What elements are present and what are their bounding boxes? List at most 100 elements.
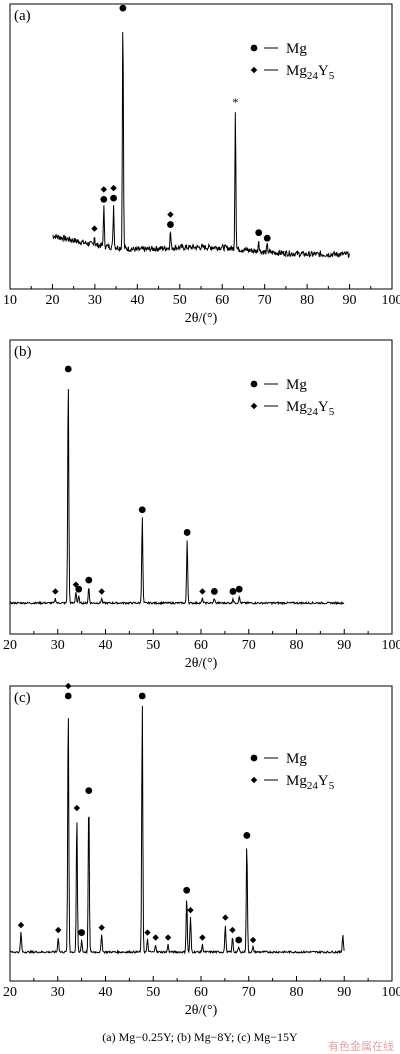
legend-entry: Mg24Y5 — [250, 773, 335, 792]
watermark: 有色金属在线 — [328, 1040, 394, 1053]
mg24y5-peak-marker — [152, 934, 159, 941]
mg-peak-marker — [243, 832, 251, 839]
mg-peak-marker — [75, 585, 83, 593]
mg24y5-peak-marker — [110, 184, 117, 192]
mg-peak-marker — [64, 365, 72, 373]
mg-peak-marker — [235, 585, 243, 593]
x-tick-label: 40 — [99, 638, 113, 653]
mg24y5-peak-marker — [91, 225, 98, 232]
legend-entry: Mg — [250, 377, 307, 393]
x-tick-label: 20 — [45, 293, 59, 308]
legend-entry: Mg24Y5 — [250, 63, 335, 82]
mg24y5-peak-marker — [249, 936, 257, 944]
x-tick-label: 60 — [215, 293, 229, 308]
legend-label: Mg24Y5 — [286, 63, 335, 82]
mg24y5-peak-marker — [199, 934, 206, 941]
mg-peak-marker — [85, 576, 93, 584]
x-tick-label: 40 — [99, 985, 113, 1000]
mg24y5-peak-marker — [222, 914, 229, 921]
x-tick-label: 40 — [130, 293, 144, 308]
x-tick-label: 60 — [194, 638, 208, 653]
mg24y5-peak-marker — [144, 929, 151, 936]
mg24y5-peak-marker — [65, 682, 72, 690]
mg24y5-peak-marker — [55, 926, 62, 934]
diffraction-pattern — [10, 389, 345, 606]
legend-mg-marker — [250, 754, 258, 762]
legend-mg-marker — [250, 44, 258, 52]
mg-peak-marker — [183, 886, 191, 894]
diffraction-pattern — [9, 705, 345, 955]
x-tick-label: 100 — [382, 985, 400, 1000]
x-tick-label: 90 — [343, 293, 357, 308]
x-axis-label: 2θ/(°) — [185, 1003, 218, 1018]
mg24y5-peak-marker — [229, 926, 236, 934]
mg-peak-marker — [85, 787, 93, 795]
mg24y5-peak-marker — [167, 211, 174, 218]
x-tick-label: 50 — [146, 985, 160, 1000]
mg-peak-marker — [167, 221, 174, 228]
mg24y5-peak-marker — [100, 186, 108, 193]
x-tick-label: 30 — [51, 638, 65, 653]
mg-peak-marker — [110, 194, 117, 202]
x-tick-label: 100 — [382, 638, 400, 653]
mg-peak-marker — [138, 692, 146, 700]
mg24y5-peak-marker — [17, 921, 25, 929]
legend-entry: Mg — [250, 751, 307, 767]
legend-label: Mg — [286, 751, 307, 767]
mg24y5-peak-marker — [98, 924, 105, 931]
x-tick-label: 100 — [382, 293, 400, 308]
mg24y5-peak-marker — [72, 581, 80, 588]
x-tick-label: 30 — [88, 293, 102, 308]
chart-panel-2: 20 30 40 50 60 70 80 90 100 2θ/(°) (b) Mg Mg24Y5 — [3, 339, 400, 671]
diffraction-pattern — [52, 32, 350, 259]
x-tick-label: 80 — [300, 293, 314, 308]
x-tick-label: 50 — [173, 293, 187, 308]
mg-peak-marker — [100, 195, 108, 203]
mg24y5-peak-marker — [187, 906, 194, 914]
mg24y5-peak-marker — [52, 588, 59, 595]
x-tick-label: 20 — [3, 985, 17, 1000]
legend-label: Mg — [286, 377, 307, 393]
x-tick-label: 10 — [3, 293, 17, 308]
figure-caption: (a) Mg−0.25Y; (b) Mg−8Y; (c) Mg−15Y — [102, 1030, 298, 1044]
legend-mg-marker — [250, 380, 258, 388]
x-tick-label: 80 — [290, 985, 304, 1000]
mg-peak-marker — [235, 936, 243, 944]
x-tick-label: 60 — [194, 985, 208, 1000]
legend-mg24y5-marker — [250, 402, 258, 410]
legend-label: Mg24Y5 — [286, 773, 335, 792]
x-tick-label: 70 — [242, 985, 256, 1000]
x-axis-label: 2θ/(°) — [185, 656, 218, 671]
x-tick-label: 80 — [290, 638, 304, 653]
mg24y5-peak-marker — [98, 588, 105, 595]
x-tick-label: 30 — [51, 985, 65, 1000]
x-tick-label: 20 — [3, 638, 17, 653]
mg-peak-marker — [229, 588, 237, 595]
mg-peak-marker — [138, 506, 146, 514]
mg-peak-marker — [64, 692, 72, 700]
panel-label: (c) — [14, 690, 31, 706]
mg-peak-marker — [210, 588, 218, 595]
legend-label: Mg — [286, 41, 307, 57]
mg24y5-peak-marker — [73, 804, 81, 812]
x-tick-label: 90 — [337, 638, 351, 653]
chart-panel-3: 20 30 40 50 60 70 80 90 100 2θ/(°) (c) Mg Mg24Y5 — [3, 682, 400, 1018]
mg-peak-marker — [263, 234, 271, 242]
panel-label: (a) — [14, 8, 31, 24]
x-tick-label: 90 — [337, 985, 351, 1000]
mg24y5-peak-marker — [199, 588, 206, 595]
x-tick-label: 50 — [146, 638, 160, 653]
x-tick-label: 70 — [258, 293, 272, 308]
legend-entry: Mg — [250, 41, 307, 57]
mg-peak-marker — [183, 529, 191, 536]
mg-peak-marker — [78, 929, 86, 936]
x-tick-label: 70 — [242, 638, 256, 653]
mg-peak-marker — [119, 4, 127, 12]
panel-label: (b) — [14, 344, 32, 360]
legend-entry: Mg24Y5 — [250, 399, 335, 418]
chart-panel-1: 10 20 30 40 50 60 70 80 90 100 2θ/(°) (a) * Mg Mg24Y5 — [3, 3, 400, 326]
legend-mg24y5-marker — [250, 776, 258, 784]
legend-label: Mg24Y5 — [286, 399, 335, 418]
x-axis-label: 2θ/(°) — [185, 311, 218, 326]
